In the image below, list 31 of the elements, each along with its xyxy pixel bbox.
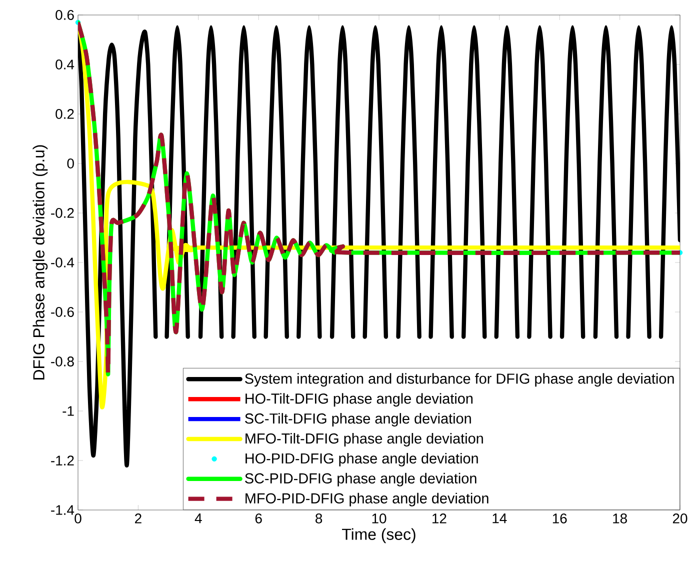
legend-label: MFO-Tilt-DFIG phase angle deviation <box>246 433 483 446</box>
y-tick-label: -0.6 <box>51 307 74 317</box>
y-tick-label: -0.4 <box>51 258 74 268</box>
x-tick-label: 6 <box>255 514 262 524</box>
legend-label: MFO-PID-DFIG phase angle deviation <box>246 492 488 506</box>
x-tick-label: 8 <box>316 514 322 524</box>
y-tick-label: -1 <box>62 406 74 416</box>
x-tick-label: 0 <box>74 514 82 524</box>
y-axis-title: DFIG Phase angle deviation (p.u) <box>32 145 48 380</box>
legend-label: HO-PID-DFIG phase angle deviation <box>246 452 478 466</box>
y-tick-label: 0.4 <box>56 60 74 70</box>
x-tick-label: 14 <box>492 514 507 524</box>
x-tick-label: 10 <box>372 514 386 524</box>
legend-label: System integration and disturbance for DFIG phase angle deviation <box>245 373 674 387</box>
y-tick-label: -1.2 <box>51 456 74 466</box>
x-tick-label: 18 <box>613 514 627 524</box>
x-tick-label: 12 <box>432 514 446 524</box>
x-tick-label: 16 <box>552 514 567 524</box>
y-tick-label: -0.8 <box>51 356 74 366</box>
y-tick-label: 0 <box>67 158 74 168</box>
y-tick-label: 0.6 <box>56 10 74 20</box>
legend-label: SC-PID-DFIG phase angle deviation <box>245 472 476 486</box>
legend-label: HO-Tilt-DFIG phase angle deviation <box>246 393 473 407</box>
x-axis-title: Time (sec) <box>342 528 416 544</box>
x-tick-label: 20 <box>672 514 688 524</box>
x-tick-label: 2 <box>135 514 142 524</box>
x-tick-label: 4 <box>194 514 202 524</box>
y-tick-label: -0.2 <box>51 208 74 218</box>
y-tick-label: -1.4 <box>51 505 74 515</box>
y-tick-label: 0.2 <box>56 109 74 119</box>
legend-label: SC-Tilt-DFIG phase angle deviation <box>245 413 471 427</box>
